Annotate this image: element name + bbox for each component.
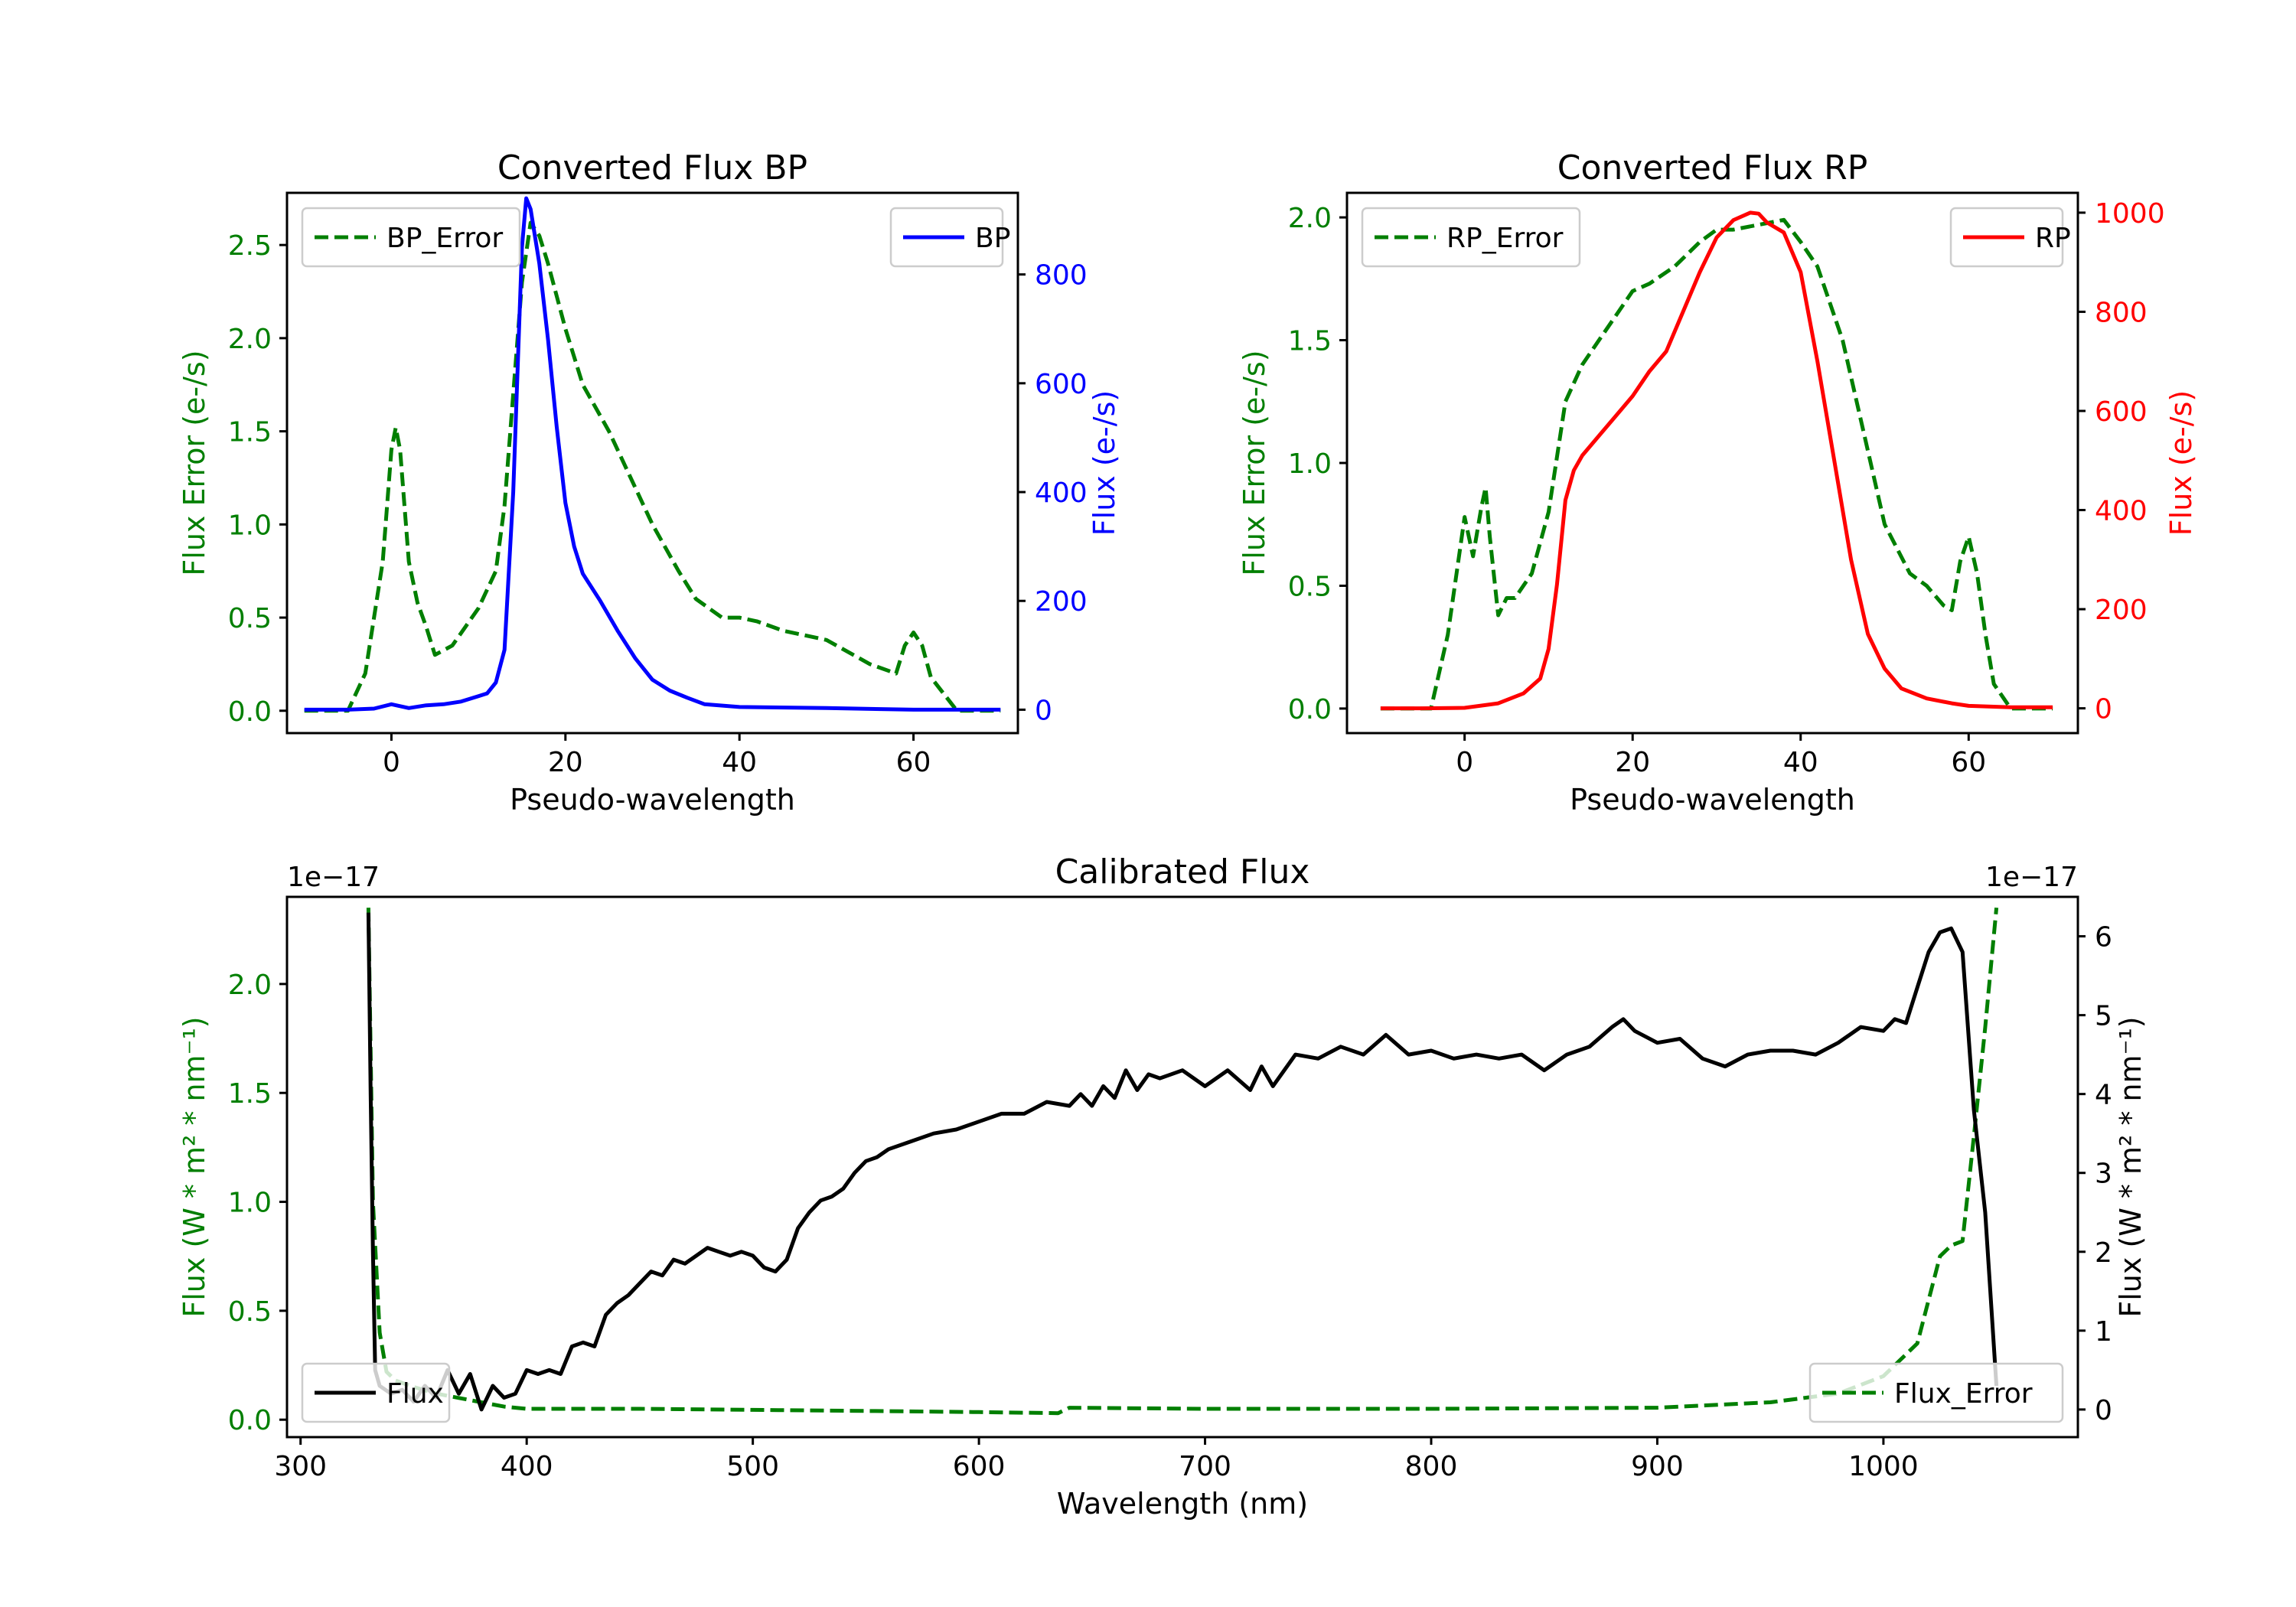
x-tick-label: 600 [953,1451,1006,1482]
x-tick-label: 800 [1405,1451,1458,1482]
x-tick-label: 20 [548,747,583,778]
legend-flux-error: Flux_Error [1808,1362,2064,1423]
left-y-tick-label: 2.0 [228,970,272,1001]
left-y-tick-label: 1.0 [1288,448,1332,480]
legend-label: RP [2035,223,2071,254]
legend-box [1808,1362,2064,1423]
left-y-axis-label: Flux (W * m² * nm⁻¹) [178,1016,211,1317]
left-y-tick-label: 2.0 [1288,203,1332,234]
bp-axes-frame [285,191,1019,735]
series-line-rp-error [1380,217,2053,711]
series-line-bp [304,196,1001,712]
series-line-bp-error [304,220,1001,713]
x-tick-label: 60 [1951,747,1986,778]
x-tick-label: 20 [1615,747,1650,778]
left-y-tick-label: 1.0 [228,510,272,541]
bp-x-axis-label: Pseudo-wavelength [510,783,795,817]
right-y-tick-label: 800 [1035,260,1088,292]
x-tick-label: 40 [1783,747,1818,778]
right-y-tick-label: 5 [2095,1001,2112,1032]
x-tick-label: 400 [501,1451,553,1482]
right-y-tick-label: 800 [2095,297,2148,328]
x-tick-label: 500 [726,1451,779,1482]
series-line-rp [1380,210,2053,711]
cal-chart-title: Calibrated Flux [1055,852,1310,892]
right-y-tick-label: 1000 [2095,198,2165,230]
series-line-flux-error [366,907,1999,1416]
bp-chart-panel: Converted Flux BP 0 20 40 60 Pseudo-wavelengt… [178,148,1121,817]
right-axis-offset-text: 1e−17 [1985,862,2078,893]
right-y-tick-label: 0 [1035,695,1052,726]
legend-label: Flux [386,1378,444,1410]
right-y-tick-label: 600 [1035,369,1088,400]
rp-chart-panel: Converted Flux RP 0 20 40 60 Pseudo-wavelengt… [1238,148,2198,817]
legend-bp-error: BP_Error [301,207,521,268]
cal-x-axis-label: Wavelength (nm) [1057,1487,1308,1521]
legend-rp-error: RP_Error [1361,207,1581,268]
left-y-axis-label: Flux Error (e-/s) [1238,350,1271,575]
right-y-axis-label: Flux (e-/s) [1088,390,1121,536]
right-y-tick-label: 0 [2095,1395,2112,1426]
right-y-tick-label: 400 [2095,496,2148,527]
rp-x-axis-label: Pseudo-wavelength [1570,783,1855,817]
left-y-tick-label: 0.5 [228,603,272,634]
x-tick-label: 40 [722,747,757,778]
legend-box [301,207,521,268]
left-y-tick-label: 0.0 [228,696,272,728]
legend-label: BP [975,223,1010,254]
right-y-tick-label: 0 [2095,694,2112,725]
right-y-tick-label: 600 [2095,396,2148,428]
right-y-tick-label: 200 [2095,595,2148,626]
left-y-tick-label: 0.5 [1288,571,1332,602]
legend-bp: BP [889,207,1010,268]
right-y-tick-label: 2 [2095,1237,2112,1269]
left-y-tick-label: 1.5 [228,1078,272,1110]
x-tick-label: 700 [1179,1451,1231,1482]
series-line-flux [366,912,1999,1412]
left-y-tick-label: 1.5 [228,417,272,448]
bp-chart-title: Converted Flux BP [497,148,807,187]
right-y-tick-label: 1 [2095,1316,2112,1348]
left-y-tick-label: 2.0 [228,324,272,355]
right-y-axis-label: Flux (e-/s) [2164,390,2198,536]
right-y-axis-label: Flux (W * m² * nm⁻¹) [2114,1016,2148,1317]
right-y-tick-label: 200 [1035,586,1088,618]
right-y-tick-label: 400 [1035,478,1088,509]
legend-label: BP_Error [386,223,503,254]
legend-flux: Flux [301,1362,451,1423]
rp-chart-title: Converted Flux RP [1557,148,1868,187]
right-y-tick-label: 3 [2095,1159,2112,1190]
left-y-tick-label: 2.5 [228,230,272,262]
cal-axes-frame [285,895,2079,1439]
left-y-axis-label: Flux Error (e-/s) [178,350,211,575]
x-tick-label: 60 [896,747,931,778]
calibrated-chart-panel: Calibrated Flux 300 400 500 600 700 800 900 1000… [178,852,2148,1521]
x-tick-label: 0 [1456,747,1473,778]
x-tick-label: 900 [1631,1451,1684,1482]
rp-axes-frame [1345,191,2079,735]
rp-series-group [1380,210,2053,711]
left-y-tick-label: 0.0 [1288,694,1332,725]
legend-box [1361,207,1581,268]
left-axis-offset-text: 1e−17 [287,862,380,893]
legend-rp: RP [1949,207,2071,268]
bp-series-group [304,196,1001,713]
left-y-tick-label: 0.0 [228,1405,272,1436]
x-tick-label: 0 [383,747,400,778]
right-y-tick-label: 4 [2095,1080,2112,1111]
legend-label: Flux_Error [1894,1378,2033,1410]
right-y-tick-label: 6 [2095,922,2112,953]
left-y-tick-label: 1.0 [228,1188,272,1219]
left-y-tick-label: 0.5 [228,1296,272,1328]
legend-label: RP_Error [1446,223,1564,254]
x-tick-label: 1000 [1848,1451,1919,1482]
cal-series-group [366,907,1999,1416]
left-y-tick-label: 1.5 [1288,326,1332,357]
x-tick-label: 300 [274,1451,327,1482]
